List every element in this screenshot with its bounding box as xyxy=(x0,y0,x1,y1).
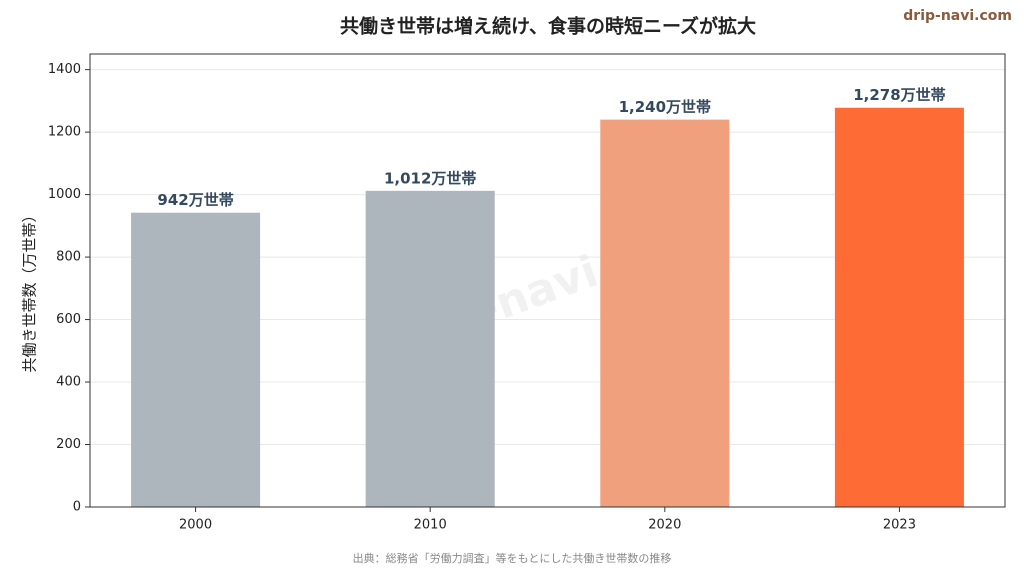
x-tick-label: 2020 xyxy=(648,518,681,533)
y-tick-label: 200 xyxy=(56,437,81,452)
y-tick-label: 1000 xyxy=(48,187,81,202)
value-label: 942万世帯 xyxy=(157,191,233,209)
x-tick-label: 2000 xyxy=(179,518,212,533)
bar xyxy=(834,107,964,508)
chart-title: 共働き世帯は増え続け、食事の時短ニーズが拡大 xyxy=(340,15,756,38)
y-axis-label: 共働き世帯数（万世帯） xyxy=(21,207,39,372)
value-label: 1,278万世帯 xyxy=(853,86,945,104)
bar xyxy=(131,212,261,507)
x-tick-label: 2010 xyxy=(414,518,447,533)
y-tick-label: 400 xyxy=(56,375,81,390)
y-tick-label: 800 xyxy=(56,250,81,265)
y-tick-label: 600 xyxy=(56,312,81,327)
y-tick-label: 1400 xyxy=(48,62,81,77)
value-label: 1,240万世帯 xyxy=(619,98,711,116)
source: 出典：総務省「労働力調査」等をもとにした共働き世帯数の推移 xyxy=(353,551,672,565)
bar xyxy=(365,190,495,508)
x-tick-label: 2023 xyxy=(883,518,916,533)
y-tick-label: 1200 xyxy=(48,125,81,140)
plot-frame xyxy=(89,53,1006,508)
value-label: 1,012万世帯 xyxy=(384,169,476,187)
y-tick-label: 0 xyxy=(73,500,81,515)
brand: drip-navi.com xyxy=(903,8,1012,24)
bar xyxy=(600,119,730,507)
